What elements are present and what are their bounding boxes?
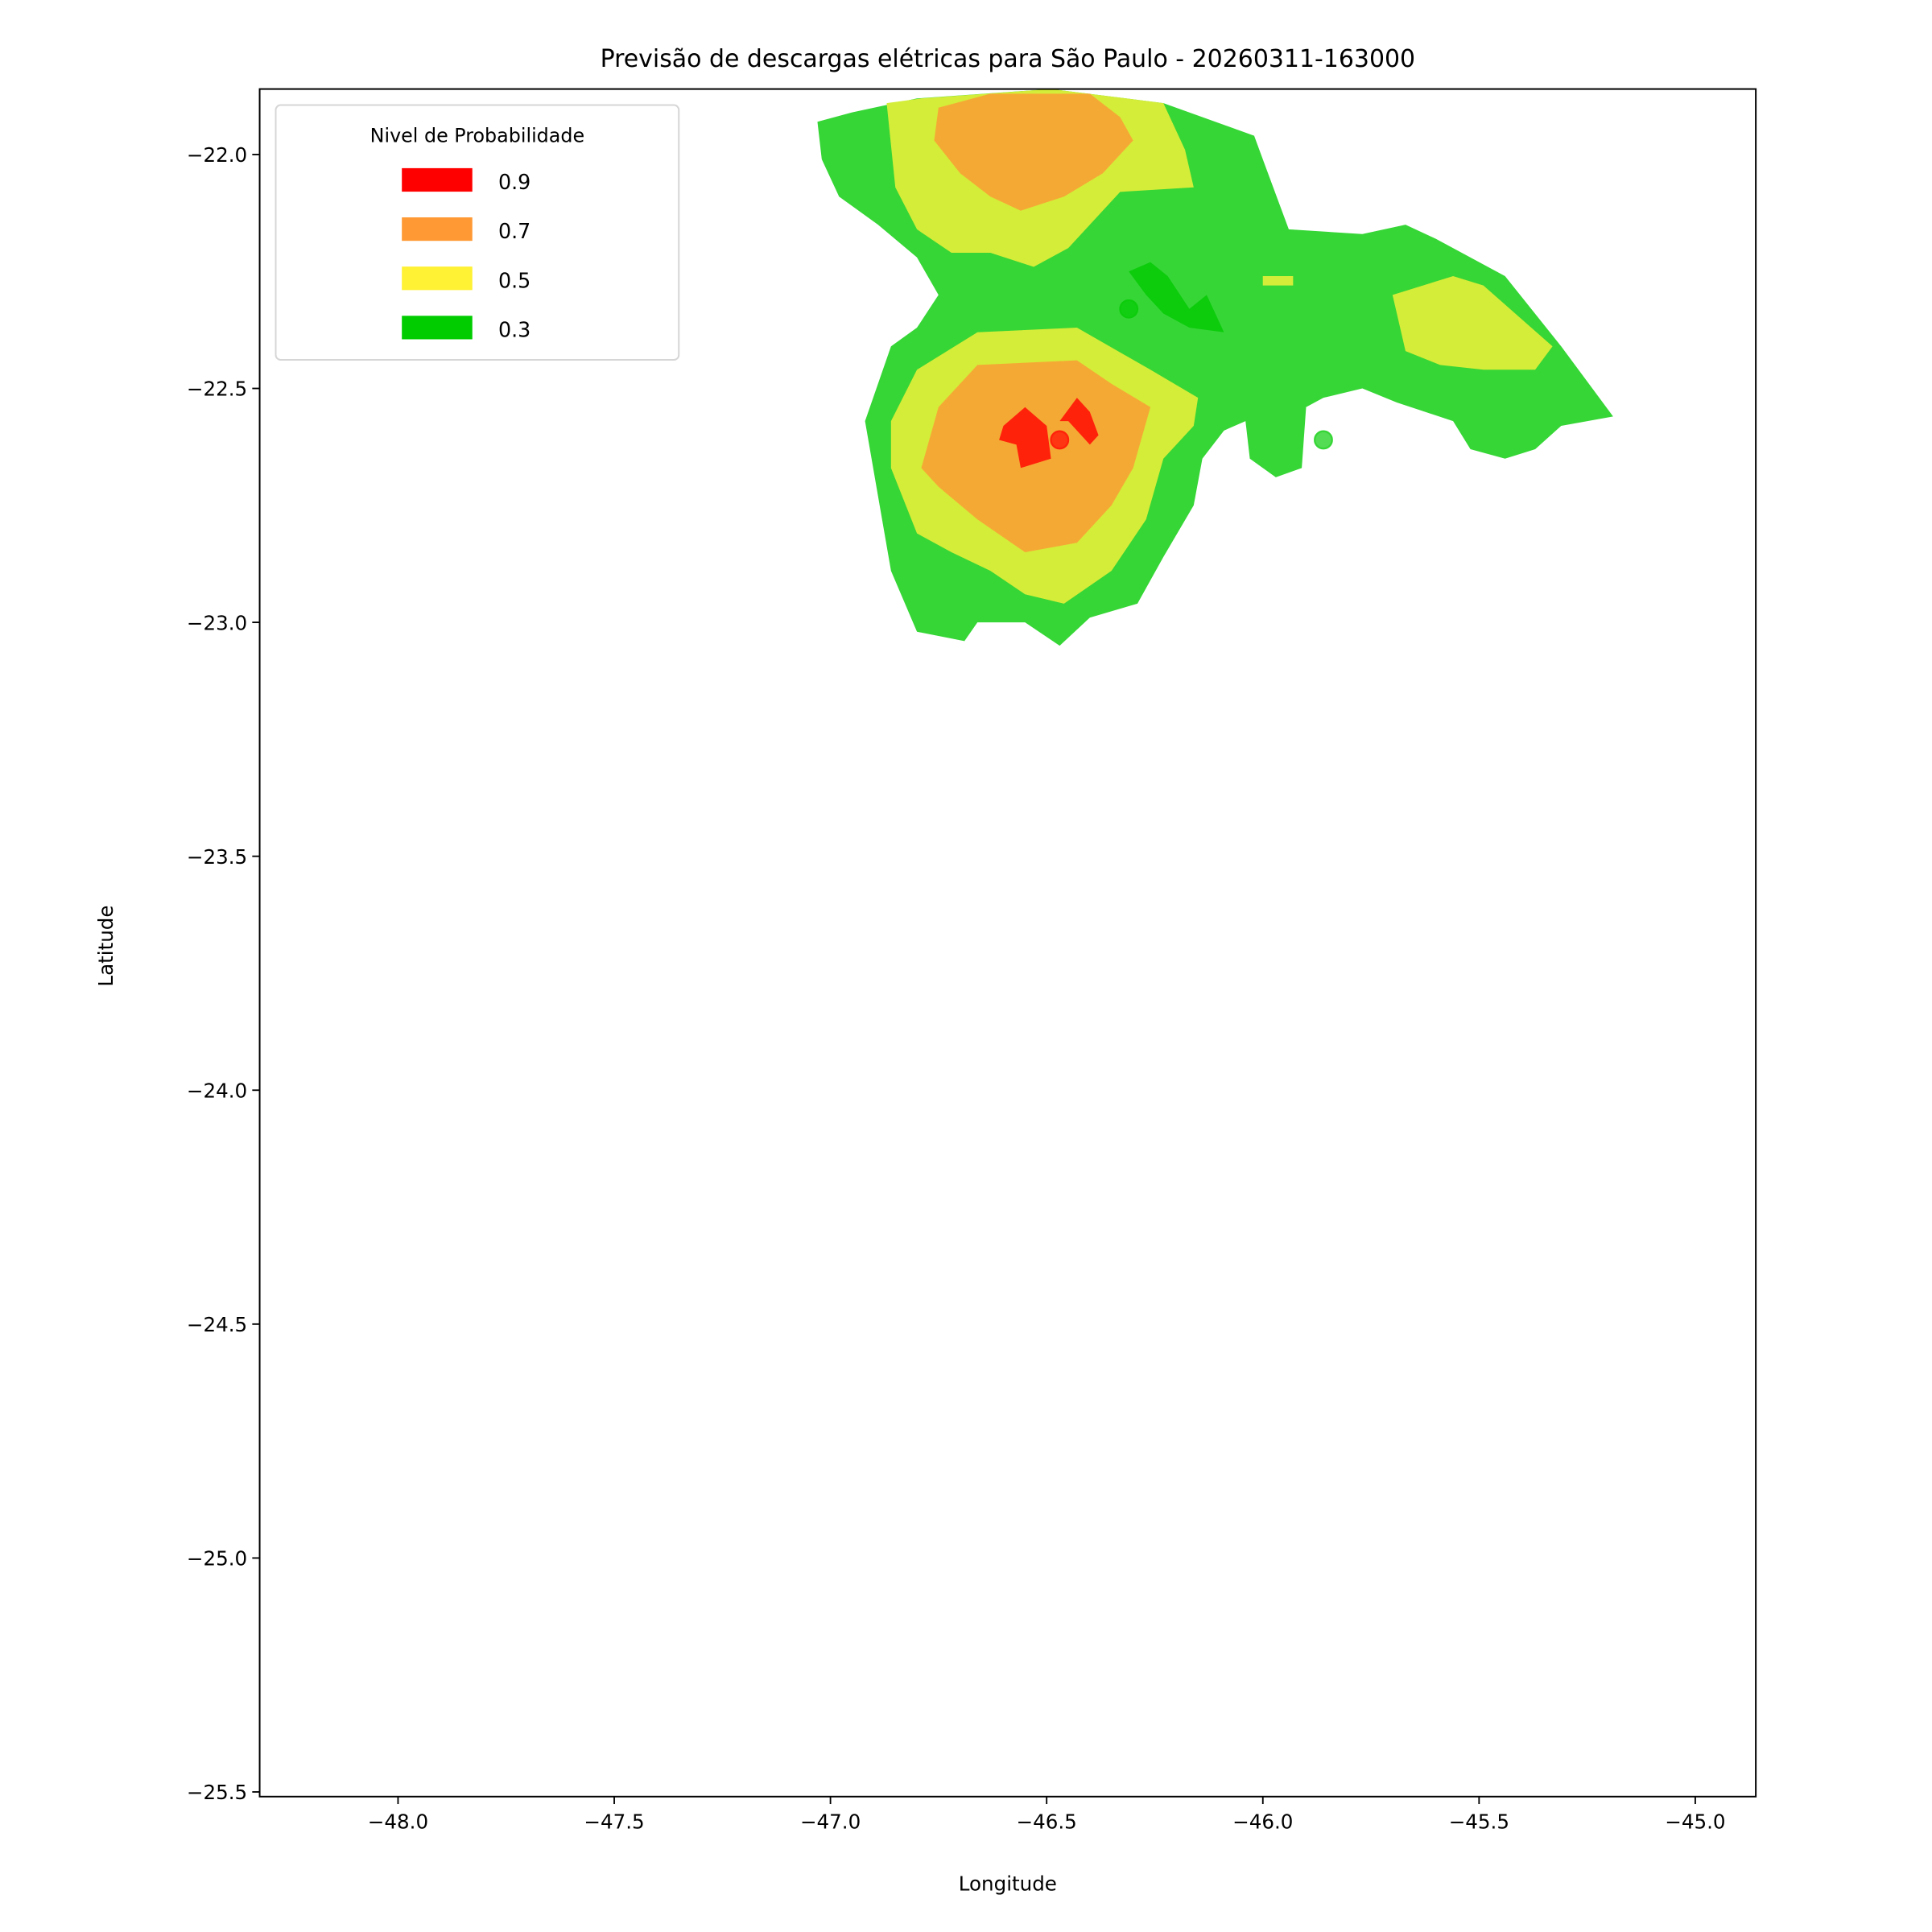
legend-title: Nivel de Probabilidade (370, 125, 584, 147)
legend-swatch (402, 167, 473, 192)
legend-label: 0.7 (498, 219, 530, 243)
y-axis-label: Latitude (94, 905, 118, 986)
legend-label: 0.9 (498, 170, 530, 194)
strike-point (1314, 430, 1333, 450)
x-tick-label: −45.5 (1449, 1810, 1509, 1834)
y-axis-ticks: −22.0 −22.5 −23.0 −23.5 −24.0 −24.5 −25.0 −25.5 (187, 143, 260, 1804)
x-tick-label: −46.5 (1017, 1810, 1077, 1834)
x-tick-label: −47.5 (584, 1810, 644, 1834)
contour-region-09 (999, 407, 1051, 469)
contour-region-05 (1392, 275, 1553, 370)
chart-title: Previsão de descargas elétricas para São… (601, 45, 1416, 73)
y-tick-label: −23.5 (187, 845, 247, 869)
y-tick-label: −23.0 (187, 611, 247, 634)
y-tick-label: −25.0 (187, 1547, 247, 1571)
strike-point (1050, 430, 1070, 450)
contour-region-05 (1262, 275, 1294, 286)
legend-swatch (402, 217, 473, 242)
x-tick-label: −48.0 (368, 1810, 428, 1834)
legend-label: 0.5 (498, 268, 530, 292)
legend-swatch (402, 266, 473, 291)
contour-region-03 (1129, 262, 1224, 332)
x-tick-label: −47.0 (800, 1810, 861, 1834)
y-tick-label: −24.5 (187, 1313, 247, 1336)
x-axis-ticks: −48.0 −47.5 −47.0 −46.5 −46.0 −45.5 −45.0 (368, 1796, 1726, 1834)
legend-swatch (402, 316, 473, 340)
legend: Nivel de Probabilidade 0.9 0.7 0.5 0.3 (275, 104, 680, 361)
strike-point (1119, 299, 1139, 319)
y-tick-label: −24.0 (187, 1079, 247, 1102)
y-tick-label: −25.5 (187, 1781, 247, 1804)
contour-regions (817, 89, 1613, 646)
x-tick-label: −46.0 (1232, 1810, 1293, 1834)
y-tick-label: −22.5 (187, 378, 247, 401)
x-tick-label: −45.0 (1665, 1810, 1725, 1834)
contour-region-07 (934, 93, 1133, 211)
x-axis-label: Longitude (959, 1872, 1057, 1896)
plot-frame (258, 88, 1757, 1798)
legend-label: 0.3 (498, 317, 530, 341)
strike-points (1050, 299, 1333, 450)
contour-region-09 (1059, 398, 1099, 445)
legend-box (275, 104, 680, 361)
y-tick-label: −22.0 (187, 143, 247, 167)
